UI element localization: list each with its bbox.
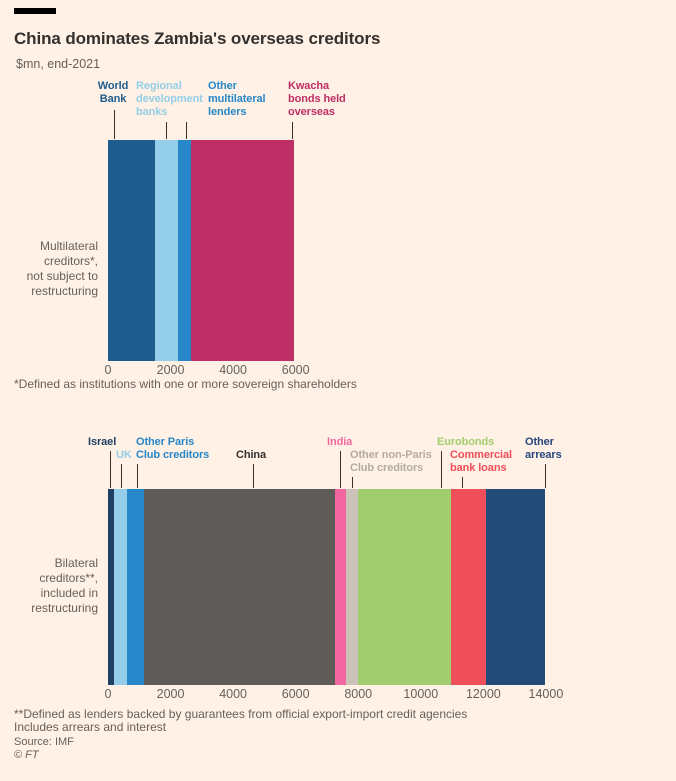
segment-label-commercial-bank-loans: Commercial bank loans: [450, 449, 512, 474]
label-connector-other-multilateral-lenders: [186, 122, 187, 139]
label-connector-world-bank: [114, 110, 115, 139]
segment-label-regional-development-banks: Regional development banks: [136, 80, 203, 118]
x-axis-label-2000: 2000: [156, 687, 185, 701]
x-axis-label-6000: 6000: [281, 687, 310, 701]
x-axis-label-12000: 12000: [465, 687, 501, 701]
bar-segment-regional-development-banks: [154, 140, 179, 361]
x-axis-label-0: 0: [104, 363, 112, 377]
x-axis-label-4000: 4000: [219, 687, 248, 701]
x-axis-label-8000: 8000: [344, 687, 373, 701]
segment-label-other-multilateral-lenders: Other multilateral lenders: [208, 80, 266, 118]
x-axis-label-14000: 14000: [528, 687, 564, 701]
bar-segment-uk: [114, 489, 127, 685]
bar-segment-world-bank: [108, 140, 155, 361]
label-connector-uk: [121, 464, 122, 488]
label-connector-other-arrears: [545, 464, 546, 488]
label-connector-commercial-bank-loans: [462, 477, 463, 488]
row-label-bilateral-creditors: Bilateral creditors**, included in restr…: [31, 556, 98, 615]
x-axis-label-2000: 2000: [156, 363, 185, 377]
label-connector-india: [340, 451, 341, 488]
bar-segment-other-paris-club-creditors: [126, 489, 144, 685]
segment-label-kwacha-bonds-held-overseas: Kwacha bonds held overseas: [288, 80, 346, 118]
label-connector-kwacha-bonds-held-overseas: [292, 122, 293, 139]
footnote-bilateral: **Defined as lenders backed by guarantee…: [14, 707, 468, 721]
label-connector-china: [253, 464, 254, 488]
x-axis-label-10000: 10000: [403, 687, 439, 701]
segment-label-other-paris-club-creditors: Other Paris Club creditors: [136, 436, 210, 461]
label-connector-israel: [110, 451, 111, 488]
ft-top-rule: [14, 8, 56, 14]
bar-segment-other-non-paris-club-creditors: [345, 489, 358, 685]
x-axis-label-4000: 4000: [219, 363, 248, 377]
segment-label-india: India: [327, 436, 353, 448]
stacked-bar-bilateral: [108, 489, 546, 685]
segment-label-china: China: [236, 449, 267, 461]
label-connector-regional-development-banks: [166, 122, 167, 139]
bar-segment-india: [334, 489, 346, 685]
bar-segment-kwacha-bonds-held-overseas: [190, 140, 295, 361]
chart-title: China dominates Zambia's overseas credit…: [14, 29, 381, 48]
row-label-multilateral-creditors: Multilateral creditors*, not subject to …: [26, 239, 98, 298]
label-connector-other-non-paris-club-creditors: [352, 477, 353, 488]
footnote-arrears: Includes arrears and interest: [14, 720, 167, 734]
x-axis-label-6000: 6000: [281, 363, 310, 377]
bar-segment-china: [143, 489, 335, 685]
label-connector-eurobonds: [441, 451, 442, 488]
stacked-bar-multilateral: [108, 140, 295, 361]
bar-segment-israel: [108, 489, 115, 685]
footnote-multilateral: *Defined as institutions with one or mor…: [14, 377, 357, 391]
segment-label-other-arrears: Other arrears: [525, 436, 562, 461]
bar-segment-other-arrears: [485, 489, 546, 685]
bar-segment-commercial-bank-loans: [451, 489, 486, 685]
segment-label-israel: Israel: [88, 436, 117, 448]
segment-label-other-non-paris-club-creditors: Other non-Paris Club creditors: [350, 449, 432, 474]
source-line: Source: IMF: [14, 736, 74, 748]
x-axis-label-0: 0: [104, 687, 112, 701]
ft-copyright: © FT: [14, 749, 39, 761]
bar-segment-other-multilateral-lenders: [178, 140, 191, 361]
chart-subtitle: $mn, end-2021: [16, 57, 101, 71]
segment-label-uk: UK: [116, 449, 132, 461]
bar-segment-eurobonds: [357, 489, 452, 685]
segment-label-world-bank: World Bank: [97, 80, 129, 105]
segment-label-eurobonds: Eurobonds: [437, 436, 495, 448]
label-connector-other-paris-club-creditors: [137, 464, 138, 488]
